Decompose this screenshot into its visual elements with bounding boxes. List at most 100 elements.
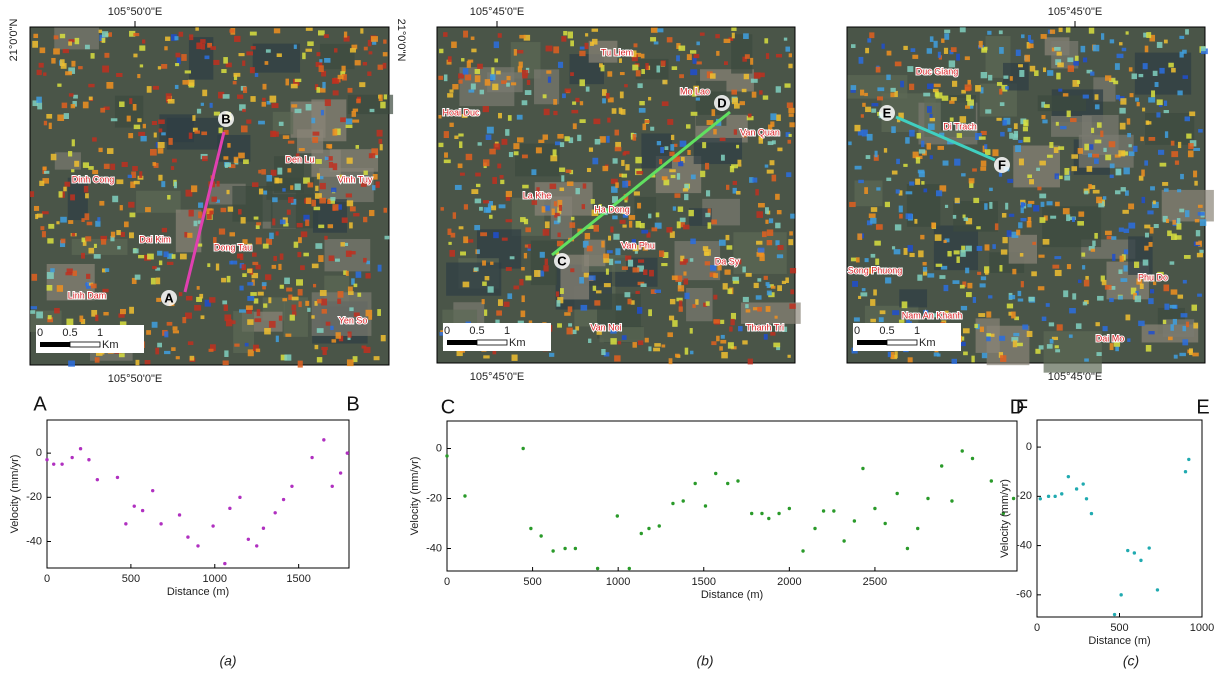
velocity-pixel <box>40 47 46 53</box>
data-point <box>916 527 919 530</box>
velocity-pixel <box>315 243 322 249</box>
coord-label: 105°45'0"E <box>1048 371 1102 383</box>
velocity-pixel <box>321 299 327 306</box>
terrain-patch <box>320 44 355 69</box>
velocity-pixel <box>30 191 34 197</box>
velocity-pixel <box>135 275 141 280</box>
data-point <box>79 447 82 450</box>
velocity-pixel <box>621 109 626 115</box>
velocity-pixel <box>311 315 314 318</box>
velocity-pixel <box>1194 181 1197 186</box>
velocity-pixel <box>65 71 72 75</box>
velocity-pixel <box>648 309 652 316</box>
point-label: E <box>883 105 892 120</box>
velocity-pixel <box>317 357 322 362</box>
velocity-pixel <box>458 80 462 84</box>
velocity-pixel <box>637 203 641 209</box>
velocity-pixel <box>1115 190 1120 194</box>
velocity-pixel <box>378 65 383 70</box>
velocity-pixel <box>637 83 642 88</box>
velocity-pixel <box>613 158 618 163</box>
velocity-pixel <box>934 41 938 48</box>
velocity-pixel <box>86 274 90 279</box>
velocity-pixel <box>1002 213 1006 218</box>
velocity-pixel <box>759 73 765 78</box>
velocity-pixel <box>266 49 271 52</box>
velocity-pixel <box>1164 101 1167 106</box>
velocity-pixel <box>221 208 227 212</box>
velocity-pixel <box>99 30 103 33</box>
velocity-pixel <box>349 222 353 228</box>
scale-label: 1 <box>97 327 103 339</box>
velocity-pixel <box>928 124 935 130</box>
velocity-pixel <box>367 71 371 76</box>
y-tick-label: -40 <box>1016 539 1032 551</box>
velocity-pixel <box>649 270 654 277</box>
velocity-pixel <box>88 166 93 170</box>
velocity-pixel <box>185 70 191 73</box>
velocity-pixel <box>662 176 668 180</box>
velocity-pixel <box>1018 291 1022 296</box>
velocity-pixel <box>312 200 316 207</box>
velocity-pixel <box>383 63 387 69</box>
velocity-pixel <box>540 252 545 258</box>
velocity-pixel <box>607 71 612 76</box>
velocity-pixel <box>568 323 572 326</box>
data-point <box>767 517 770 520</box>
velocity-pixel <box>1084 191 1088 195</box>
coord-label: 21°0'0"N <box>8 19 20 62</box>
velocity-pixel <box>648 97 651 101</box>
velocity-pixel <box>1015 145 1021 152</box>
velocity-pixel <box>234 36 240 42</box>
velocity-pixel <box>42 231 46 237</box>
velocity-pixel <box>164 251 169 257</box>
velocity-pixel <box>1096 197 1102 204</box>
velocity-pixel <box>489 215 493 219</box>
terrain-patch <box>987 326 1030 365</box>
velocity-pixel <box>579 79 584 86</box>
velocity-pixel <box>352 120 359 123</box>
velocity-pixel <box>143 124 146 128</box>
velocity-pixel <box>376 181 380 187</box>
velocity-pixel <box>561 175 564 181</box>
velocity-pixel <box>344 32 347 38</box>
velocity-pixel <box>359 82 365 87</box>
velocity-pixel <box>892 171 898 175</box>
velocity-pixel <box>132 166 138 171</box>
velocity-pixel <box>1009 295 1015 299</box>
velocity-pixel <box>333 90 339 95</box>
velocity-pixel <box>356 272 362 278</box>
velocity-pixel <box>1124 229 1130 233</box>
velocity-pixel <box>368 40 372 46</box>
velocity-pixel <box>1116 95 1120 100</box>
velocity-pixel <box>767 291 772 296</box>
velocity-pixel <box>356 99 360 104</box>
data-point <box>151 489 154 492</box>
velocity-pixel <box>270 131 276 137</box>
velocity-pixel <box>133 33 139 36</box>
data-point <box>801 549 804 552</box>
velocity-pixel <box>112 196 118 202</box>
velocity-pixel <box>973 297 976 303</box>
velocity-pixel <box>201 315 205 319</box>
velocity-pixel <box>1178 295 1184 299</box>
velocity-pixel <box>378 265 382 272</box>
velocity-pixel <box>502 238 508 241</box>
velocity-pixel <box>914 219 917 224</box>
velocity-pixel <box>641 69 645 74</box>
velocity-pixel <box>601 349 605 355</box>
velocity-pixel <box>1119 108 1125 114</box>
velocity-pixel <box>895 224 901 230</box>
velocity-pixel <box>504 302 510 307</box>
velocity-pixel <box>684 278 689 284</box>
place-label: Van Phu <box>621 240 655 250</box>
y-tick-label: 0 <box>36 447 42 459</box>
terrain-patch <box>855 181 883 207</box>
velocity-pixel <box>890 352 894 359</box>
velocity-pixel <box>463 282 470 288</box>
velocity-pixel <box>1024 55 1030 62</box>
velocity-pixel <box>201 103 204 106</box>
velocity-pixel <box>995 223 998 230</box>
velocity-pixel <box>1013 134 1018 140</box>
velocity-pixel <box>152 266 157 269</box>
